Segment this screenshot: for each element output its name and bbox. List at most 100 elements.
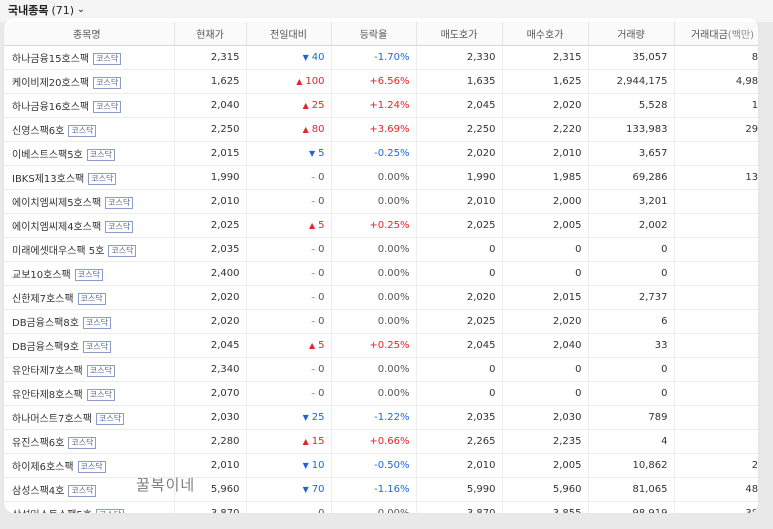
table-row[interactable]: 삼성스팩4호 코스닥 5,960 ▼ 70 -1.16% 5,990 5,960 8…	[4, 477, 758, 502]
market-badge: 코스닥	[74, 269, 103, 281]
stock-name[interactable]: 하나금융15호스팩	[12, 54, 90, 65]
stock-name[interactable]: 삼성스팩4호	[12, 486, 65, 497]
stock-name-cell[interactable]: 에이치엠씨제4호스팩 코스닥	[4, 213, 175, 238]
amount-cell: 0	[674, 237, 758, 262]
stock-name-cell[interactable]: DB금융스팩9호 코스닥	[4, 333, 175, 358]
table-row[interactable]: 삼성머스트스팩5호코스닥 3,870 –0 0.00% 3,870 3,855 …	[4, 501, 758, 513]
stock-name[interactable]: 에이치엠씨제4호스팩	[12, 222, 102, 233]
table-row[interactable]: 하나머스트7호스팩 코스닥 2,030 ▼ 25 -1.22% 2,035 2,03…	[4, 405, 758, 430]
table-row[interactable]: 신한제7호스팩 코스닥 2,020 –0 0.00% 2,020 2,015 2,…	[4, 285, 758, 310]
col-change[interactable]: 전일대비	[246, 22, 332, 46]
table-row[interactable]: 하나금융15호스팩 코스닥 2,315 ▼ 40 -1.70% 2,330 2,31…	[4, 45, 758, 70]
stock-name[interactable]: DB금융스팩9호	[12, 342, 79, 353]
change-cell: –0	[246, 501, 332, 513]
stock-name[interactable]: 신영스팩6호	[12, 126, 65, 137]
stock-name-cell[interactable]: 케이비제20호스팩 코스닥	[4, 69, 175, 94]
stock-name-cell[interactable]: 하나머스트7호스팩 코스닥	[4, 405, 175, 430]
table-row[interactable]: 케이비제20호스팩 코스닥 1,625 ▲ 100 +6.56% 1,635 1,6…	[4, 69, 758, 94]
dash-icon: –	[311, 173, 316, 182]
col-amount[interactable]: 거래대금(백만)	[674, 22, 758, 46]
col-rate[interactable]: 등락율	[331, 22, 417, 46]
stock-name-cell[interactable]: 신영스팩6호 코스닥	[4, 117, 175, 142]
stock-name-cell[interactable]: 에이치엠씨제5호스팩 코스닥	[4, 189, 175, 214]
table-row[interactable]: 하나금융16호스팩 코스닥 2,040 ▲ 25 +1.24% 2,045 2,02…	[4, 93, 758, 118]
stock-name[interactable]: 이베스트스팩5호	[12, 150, 83, 161]
market-badge: 코스닥	[77, 461, 106, 473]
stock-name[interactable]: 미래에셋대우스팩 5호	[12, 246, 105, 257]
change-value: 70	[311, 484, 325, 495]
market-badge: 코스닥	[93, 53, 122, 65]
table-row[interactable]: 에이치엠씨제5호스팩 코스닥 2,010 –0 0.00% 2,010 2,000…	[4, 189, 758, 214]
stock-name[interactable]: IBKS제13호스팩	[12, 174, 85, 185]
stock-name[interactable]: 유안타제8호스팩	[12, 390, 83, 401]
rate-cell: +0.25%	[331, 213, 417, 238]
bid-cell: 0	[502, 261, 589, 286]
col-name[interactable]: 종목명	[4, 22, 175, 46]
arrow-down-icon: ▼	[302, 461, 309, 470]
stock-name-cell[interactable]: 미래에셋대우스팩 5호 코스닥	[4, 237, 175, 262]
price-cell: 2,030	[174, 405, 247, 430]
price-cell: 2,035	[174, 237, 247, 262]
price-cell: 3,870	[174, 501, 247, 513]
change-value: 15	[311, 436, 325, 447]
stock-name-cell[interactable]: 하나금융16호스팩 코스닥	[4, 93, 175, 118]
volume-cell: 4	[588, 429, 675, 454]
stock-name-cell[interactable]: 하나금융15호스팩 코스닥	[4, 45, 175, 70]
rate-cell: 0.00%	[331, 501, 417, 513]
table-row[interactable]: 신영스팩6호 코스닥 2,250 ▲ 80 +3.69% 2,250 2,220 1…	[4, 117, 758, 142]
stock-name[interactable]: 유진스팩6호	[12, 438, 65, 449]
stock-name[interactable]: 케이비제20호스팩	[12, 78, 90, 89]
change-value: 0	[318, 316, 325, 327]
stock-name[interactable]: 에이치엠씨제5호스팩	[12, 198, 102, 209]
table-row[interactable]: DB금융스팩9호 코스닥 2,045 ▲ 5 +0.25% 2,045 2,040 …	[4, 333, 758, 358]
stock-name[interactable]: 삼성머스트스팩5호	[12, 510, 92, 513]
stock-name[interactable]: 하나머스트7호스팩	[12, 414, 92, 425]
stock-name-cell[interactable]: DB금융스팩8호 코스닥	[4, 309, 175, 334]
stock-name-cell[interactable]: 유안타제7호스팩 코스닥	[4, 357, 175, 382]
change-cell: –0	[246, 165, 332, 190]
price-cell: 2,340	[174, 357, 247, 382]
table-row[interactable]: 이베스트스팩5호 코스닥 2,015 ▼ 5 -0.25% 2,020 2,010 …	[4, 141, 758, 166]
stock-name-cell[interactable]: 유안타제8호스팩 코스닥	[4, 381, 175, 406]
stock-name-cell[interactable]: 삼성스팩4호 코스닥	[4, 477, 175, 502]
arrow-up-icon: ▲	[302, 101, 309, 110]
table-row[interactable]: IBKS제13호스팩 코스닥 1,990 –0 0.00% 1,990 1,985…	[4, 165, 758, 190]
stock-name[interactable]: 하이제6호스팩	[12, 462, 74, 473]
change-value: 100	[305, 76, 325, 87]
table-row[interactable]: 유진스팩6호 코스닥 2,280 ▲ 15 +0.66% 2,265 2,235 4…	[4, 429, 758, 454]
ask-cell: 0	[416, 381, 503, 406]
stock-name[interactable]: DB금융스팩8호	[12, 318, 79, 329]
bid-cell: 2,030	[502, 405, 589, 430]
table-row[interactable]: 에이치엠씨제4호스팩 코스닥 2,025 ▲ 5 +0.25% 2,025 2,00…	[4, 213, 758, 238]
stock-name-cell[interactable]: 신한제7호스팩 코스닥	[4, 285, 175, 310]
col-ask[interactable]: 매도호가	[416, 22, 503, 46]
price-cell: 2,280	[174, 429, 247, 454]
chevron-down-icon[interactable]: ⌄	[77, 5, 85, 15]
stock-name[interactable]: 신한제7호스팩	[12, 294, 74, 305]
stock-name[interactable]: 하나금융16호스팩	[12, 102, 90, 113]
arrow-up-icon: ▲	[302, 437, 309, 446]
stock-name-cell[interactable]: 이베스트스팩5호 코스닥	[4, 141, 175, 166]
stock-name-cell[interactable]: 교보10호스팩 코스닥	[4, 261, 175, 286]
market-badge: 코스닥	[108, 245, 137, 257]
stock-name-cell[interactable]: 유진스팩6호 코스닥	[4, 429, 175, 454]
col-volume[interactable]: 거래량	[588, 22, 675, 46]
ask-cell: 2,025	[416, 213, 503, 238]
volume-cell: 2,737	[588, 285, 675, 310]
volume-cell: 35,057	[588, 45, 675, 70]
table-row[interactable]: DB금융스팩8호 코스닥 2,020 –0 0.00% 2,025 2,020 6…	[4, 309, 758, 334]
stock-name[interactable]: 유안타제7호스팩	[12, 366, 83, 377]
table-row[interactable]: 하이제6호스팩 코스닥 2,010 ▼ 10 -0.50% 2,010 2,005 …	[4, 453, 758, 478]
stock-name[interactable]: 교보10호스팩	[12, 270, 71, 281]
stock-name-cell[interactable]: IBKS제13호스팩 코스닥	[4, 165, 175, 190]
section-header[interactable]: 국내종목 (71) ⌄	[8, 2, 85, 18]
amount-cell: 0	[674, 357, 758, 382]
stock-name-cell[interactable]: 하이제6호스팩 코스닥	[4, 453, 175, 478]
col-bid[interactable]: 매수호가	[502, 22, 589, 46]
stock-name-cell[interactable]: 삼성머스트스팩5호코스닥	[4, 501, 175, 513]
col-price[interactable]: 현재가	[174, 22, 247, 46]
